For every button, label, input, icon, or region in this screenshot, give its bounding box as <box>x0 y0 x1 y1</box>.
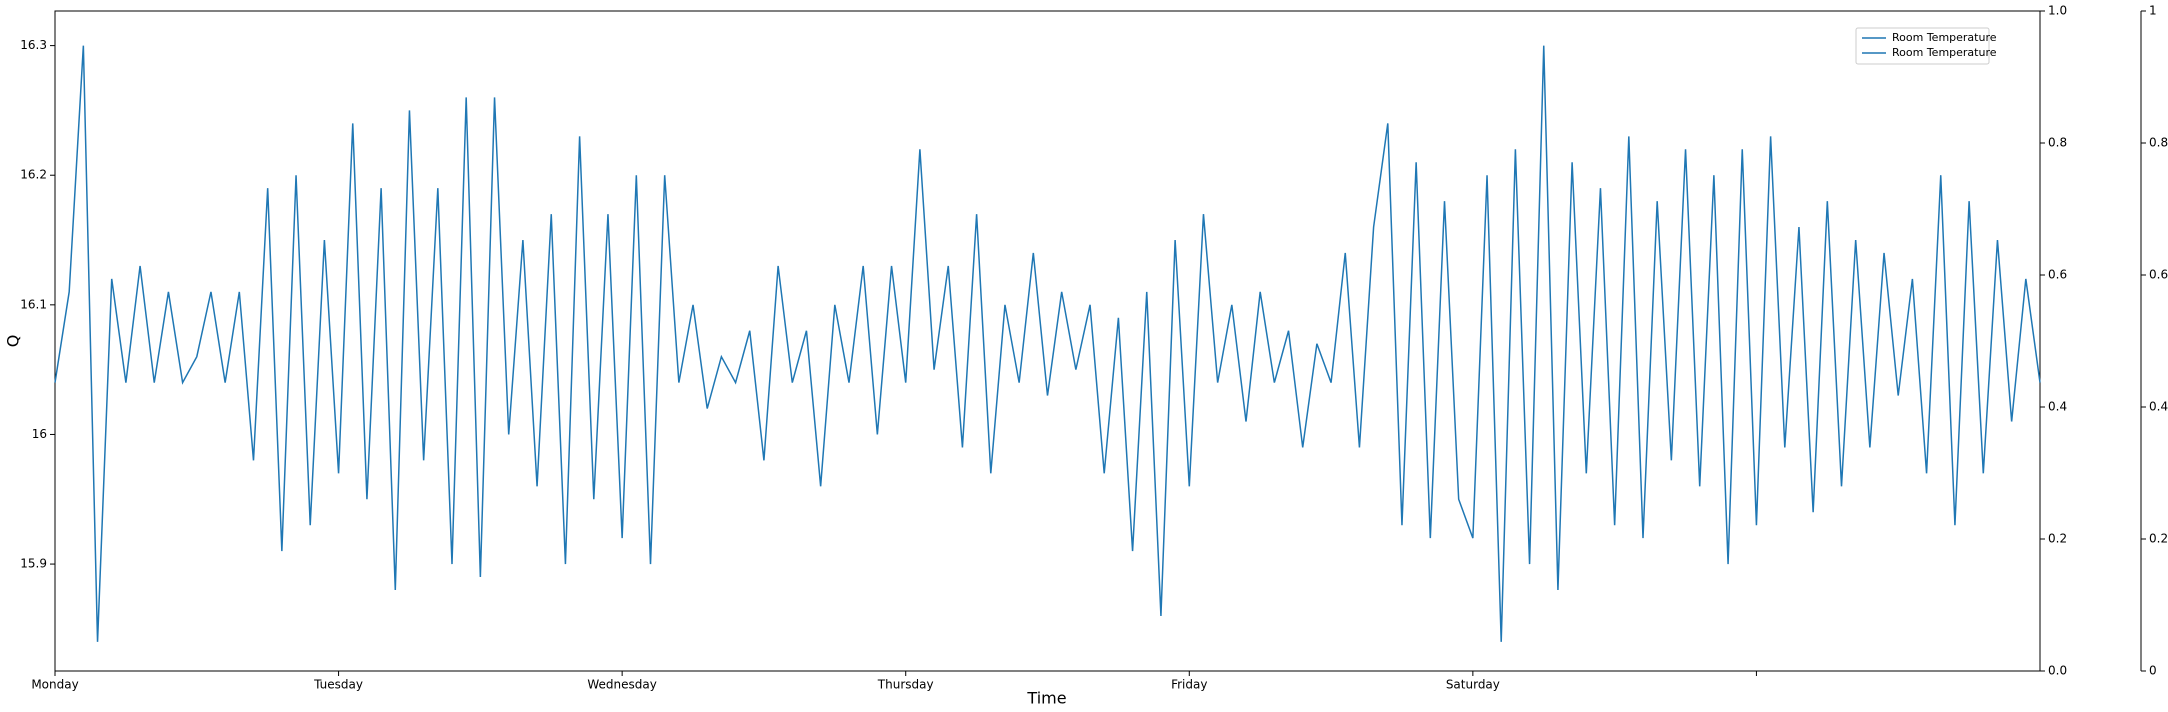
y-tick-label: 16.1 <box>20 297 47 311</box>
right-tick-label: 0.2 <box>2048 532 2067 546</box>
x-tick-label: Friday <box>1171 678 1207 692</box>
right-tick-label: 0.4 <box>2048 400 2067 414</box>
x-tick-label: Monday <box>31 678 78 692</box>
y-tick-label: 16.2 <box>20 168 47 182</box>
plot-frame <box>54 10 2041 672</box>
y-axis-label: Q <box>4 335 23 348</box>
right-tick-label: 0.6 <box>2048 268 2067 282</box>
right-tick-label: 0 <box>2149 664 2157 678</box>
right-tick-label: 0.4 <box>2149 400 2168 414</box>
x-tick-label: Wednesday <box>587 678 656 692</box>
x-tick-label: Saturday <box>1446 678 1500 692</box>
right-tick-label: 0.8 <box>2048 136 2067 150</box>
x-tick-label: Tuesday <box>313 678 363 692</box>
y-tick-label: 15.9 <box>20 557 47 571</box>
line-series <box>54 45 2041 642</box>
right-tick-label: 0.8 <box>2149 136 2168 150</box>
right-tick-label: 1 <box>2149 4 2157 18</box>
y-tick-label: 16.3 <box>20 38 47 52</box>
right-tick-label: 0.2 <box>2149 532 2168 546</box>
x-axis-label: Time <box>1026 689 1066 708</box>
legend-label: Room Temperature <box>1892 46 1997 59</box>
right-tick-label: 1.0 <box>2048 4 2067 18</box>
x-tick-label: Thursday <box>877 678 934 692</box>
legend-label: Room Temperature <box>1892 31 1997 44</box>
y-tick-label: 16 <box>32 427 47 441</box>
legend-box <box>1855 27 1990 65</box>
right-tick-label: 0.0 <box>2048 664 2067 678</box>
right-tick-label: 0.6 <box>2149 268 2168 282</box>
